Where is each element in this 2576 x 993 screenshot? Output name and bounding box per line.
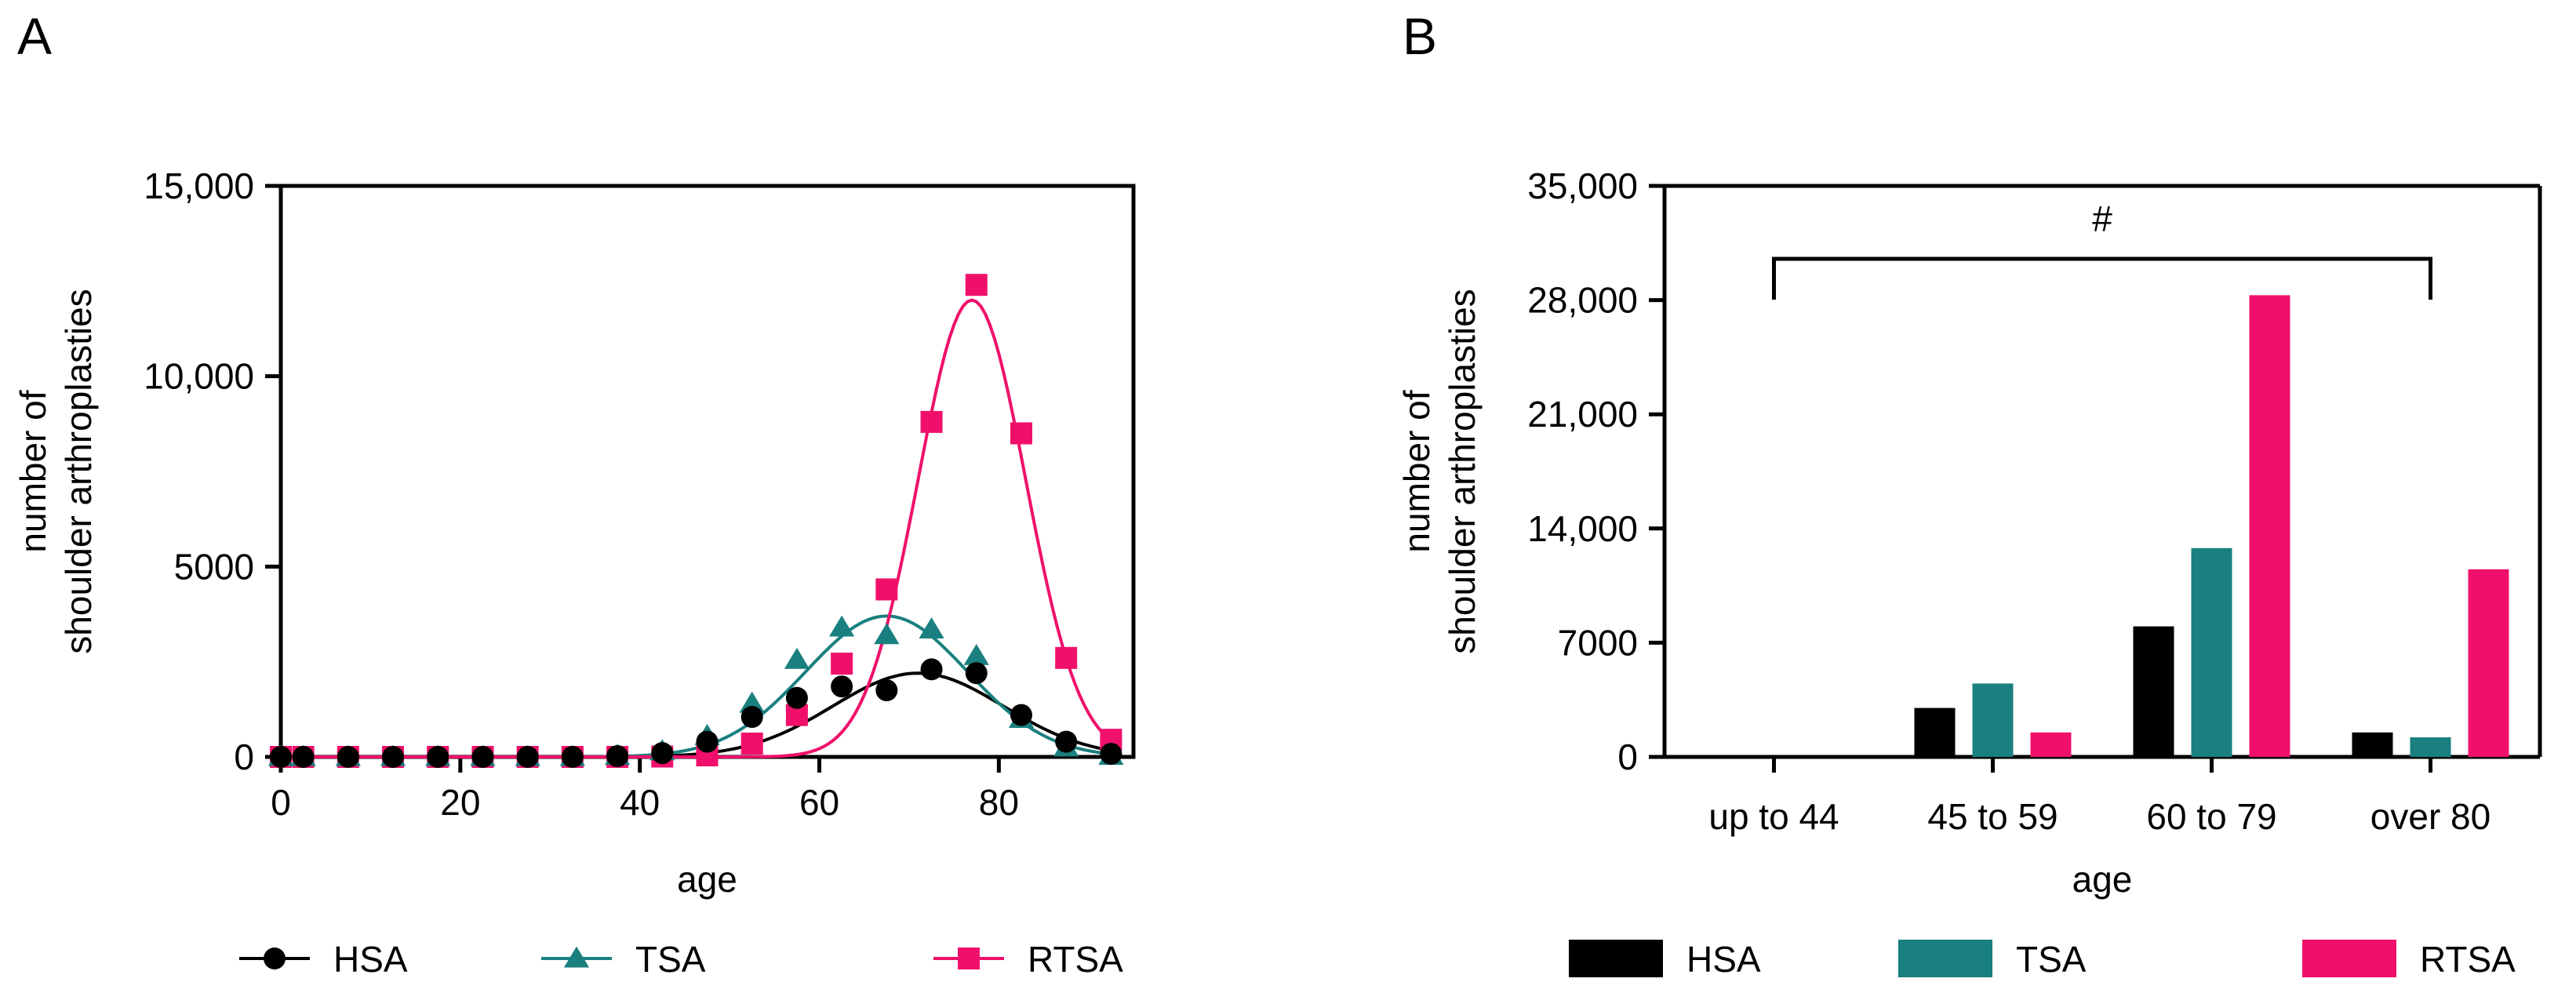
legend-label-hsa: HSA — [1686, 939, 1761, 980]
bar-tsa-over-80 — [2410, 737, 2451, 757]
legend-label-tsa: TSA — [635, 939, 706, 980]
legend-swatch-rtsa — [2302, 940, 2396, 977]
data-point-rtsa — [1055, 646, 1078, 669]
legend-marker-hsa — [264, 948, 286, 969]
data-point-hsa — [920, 658, 943, 681]
bar-hsa-60-to-79 — [2133, 626, 2174, 757]
data-point-tsa — [784, 647, 810, 669]
data-point-hsa — [651, 742, 674, 765]
x-tick-label: 0 — [271, 782, 291, 823]
data-point-tsa — [739, 691, 765, 713]
x-tick-label: 40 — [620, 782, 660, 823]
x-axis-label: age — [2072, 859, 2133, 900]
y-tick-label: 7000 — [1558, 622, 1638, 663]
data-point-tsa — [963, 643, 989, 665]
data-point-rtsa — [875, 578, 898, 601]
legend-swatch-hsa — [1569, 940, 1663, 977]
data-point-rtsa — [1010, 422, 1032, 445]
x-tick-label: 60 to 79 — [2146, 796, 2276, 837]
data-point-hsa — [965, 662, 988, 685]
x-tick-label: over 80 — [2370, 796, 2490, 837]
data-point-hsa — [1100, 743, 1122, 766]
y-axis-label-line1: number of — [13, 390, 53, 552]
legend-label-tsa: TSA — [2016, 939, 2087, 980]
y-tick-label: 0 — [1617, 737, 1638, 777]
bar-rtsa-45-to-59 — [2030, 732, 2072, 757]
legend-marker-tsa — [563, 946, 590, 968]
y-tick-label: 0 — [234, 737, 254, 777]
legend-marker-rtsa — [958, 948, 980, 969]
data-point-hsa — [471, 746, 494, 768]
y-tick-label: 14,000 — [1527, 508, 1638, 549]
data-point-hsa — [292, 746, 315, 768]
y-tick-label: 21,000 — [1527, 394, 1638, 435]
data-point-hsa — [337, 746, 359, 768]
data-point-hsa — [696, 730, 719, 753]
y-axis-label-line1: number of — [1396, 390, 1437, 552]
data-point-tsa — [874, 623, 900, 645]
significance-bracket — [1772, 256, 2432, 300]
y-tick-label: 5000 — [174, 546, 254, 587]
data-point-tsa — [829, 615, 855, 637]
data-point-hsa — [831, 675, 853, 698]
data-point-hsa — [785, 686, 808, 709]
x-axis-label: age — [677, 859, 737, 900]
bar-tsa-60-to-79 — [2191, 547, 2232, 757]
data-point-hsa — [875, 679, 898, 702]
data-point-hsa — [606, 745, 629, 768]
data-point-hsa — [382, 746, 405, 768]
significance-marker: # — [2092, 198, 2112, 239]
data-point-rtsa — [920, 410, 943, 433]
data-point-hsa — [270, 746, 292, 768]
data-point-rtsa — [831, 653, 853, 675]
y-tick-label: 35,000 — [1527, 166, 1638, 206]
data-point-hsa — [740, 706, 763, 729]
legend-label-rtsa: RTSA — [1028, 939, 1123, 980]
data-point-hsa — [516, 746, 539, 768]
panel-a-letter: A — [17, 7, 53, 65]
panel-b-letter: B — [1403, 7, 1438, 65]
x-tick-label: 60 — [799, 782, 839, 823]
x-tick-label: 45 to 59 — [1927, 796, 2058, 837]
data-point-rtsa — [740, 733, 763, 755]
data-point-rtsa — [965, 274, 988, 296]
x-tick-label: 80 — [979, 782, 1019, 823]
bar-rtsa-over-80 — [2468, 569, 2509, 757]
y-axis-label-line2: shoulder arthroplasties — [1442, 289, 1483, 653]
data-point-hsa — [1010, 704, 1032, 726]
y-axis-label-line2: shoulder arthroplasties — [58, 289, 99, 653]
data-point-tsa — [919, 617, 944, 638]
bar-tsa-45-to-59 — [1972, 683, 2014, 757]
legend-swatch-tsa — [1898, 940, 1992, 977]
x-tick-label: up to 44 — [1708, 796, 1839, 837]
legend-label-rtsa: RTSA — [2420, 939, 2516, 980]
data-point-hsa — [561, 746, 584, 768]
y-tick-label: 15,000 — [144, 166, 254, 206]
bar-hsa-over-80 — [2352, 732, 2393, 757]
x-tick-label: 20 — [440, 782, 480, 823]
y-tick-label: 10,000 — [144, 356, 254, 397]
legend-label-hsa: HSA — [333, 939, 408, 980]
data-point-hsa — [1055, 730, 1078, 753]
bar-hsa-45-to-59 — [1914, 707, 1956, 757]
bar-rtsa-60-to-79 — [2249, 295, 2290, 757]
y-tick-label: 28,000 — [1527, 280, 1638, 321]
data-point-hsa — [427, 746, 449, 768]
